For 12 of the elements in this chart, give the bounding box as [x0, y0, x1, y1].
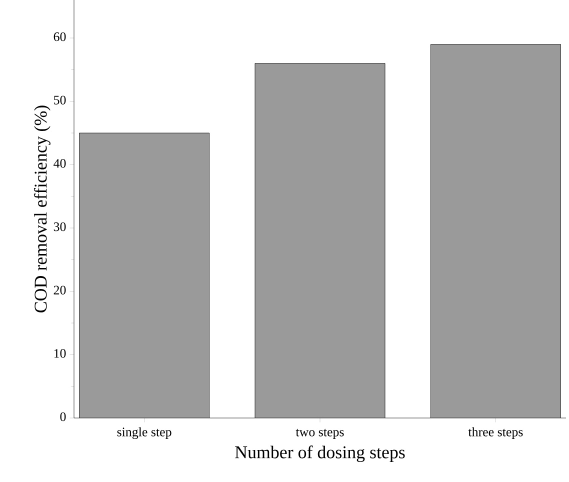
y-tick-label: 20 [54, 286, 66, 294]
x-tick-label: three steps [468, 427, 523, 439]
y-tick-label: 0 [60, 412, 66, 422]
y-tick-label: 40 [54, 159, 66, 168]
x-tick-label: two steps [296, 428, 344, 439]
y-tick-label: 30 [54, 222, 66, 232]
y-tick-label: 50 [54, 96, 66, 104]
x-tick-label: single step [117, 427, 172, 440]
x-axis-title: Number of dosing steps [235, 446, 405, 462]
y-axis-title: COD removal efficiency (%) [34, 106, 50, 312]
y-tick-label: 10 [54, 349, 66, 358]
y-tick-label: 60 [54, 32, 66, 42]
